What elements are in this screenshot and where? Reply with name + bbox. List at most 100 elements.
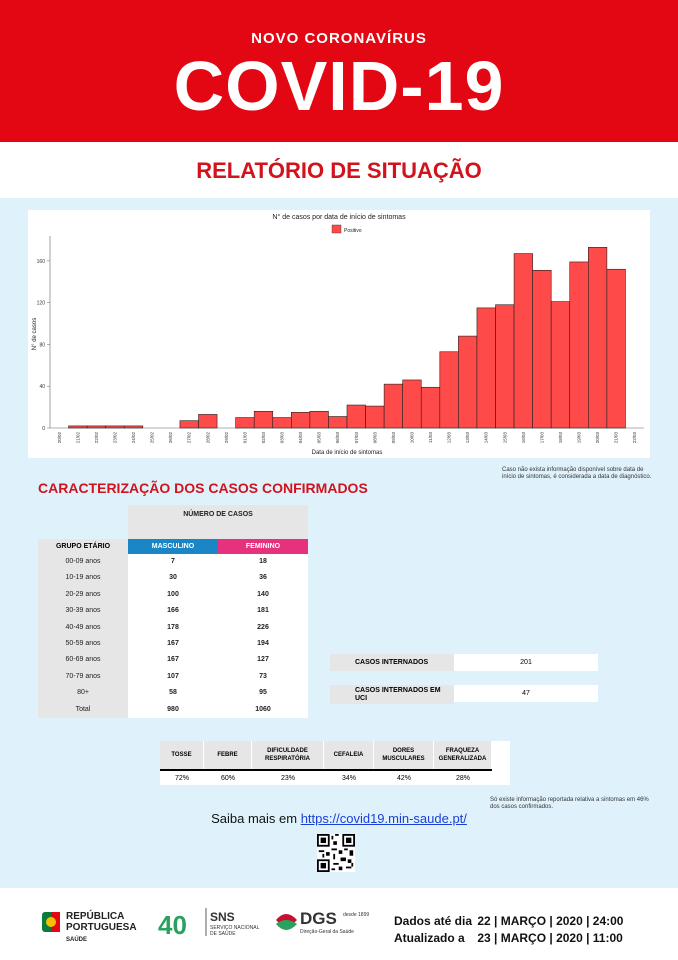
bar — [235, 417, 255, 429]
chart-note: Caso não exista informação disponível so… — [502, 467, 652, 480]
bar — [588, 247, 608, 429]
data-date-label: Dados até dia — [394, 914, 473, 928]
bar — [365, 405, 385, 429]
age-column: 00-09 anos 10-19 anos 20-29 anos 30-39 anos… — [38, 554, 128, 718]
x-tick-label: 12/03 — [447, 432, 452, 444]
female-count-cell: 36 — [259, 574, 267, 582]
bar — [328, 416, 348, 429]
sns-sub-line1: SERVIÇO NACIONAL — [210, 925, 260, 931]
age-group-cell: 40-49 anos — [65, 623, 101, 631]
x-tick-label: 26/02 — [168, 432, 173, 444]
y-tick-label: 0 — [42, 426, 45, 432]
female-count-cell: 194 — [257, 639, 269, 647]
more-info: Saiba mais em https://covid19.min-saude.… — [0, 811, 678, 826]
male-count-cell: 100 — [167, 590, 179, 598]
male-count-cell: 980 — [167, 705, 179, 713]
bar — [346, 404, 366, 429]
bar — [291, 412, 311, 429]
x-tick-label: 17/03 — [539, 432, 544, 444]
bar — [123, 425, 144, 429]
x-tick-label: 21/02 — [75, 432, 80, 444]
x-tick-label: 25/02 — [150, 432, 155, 444]
x-tick-label: 06/03 — [335, 432, 340, 444]
bar — [550, 301, 571, 429]
bar — [198, 414, 218, 429]
legend-label: Positivo — [344, 228, 362, 234]
symptom-header: FRAQUEZA GENERALIZADA — [434, 741, 492, 769]
chart-title: N° de casos por data de início de sintom… — [272, 213, 406, 221]
female-column: 18 36 140 181 226 194 127 73 95 1060 — [218, 554, 308, 718]
cases-chart: N° de casos por data de início de sintom… — [28, 210, 650, 458]
footer-logos: REPÚBLICA PORTUGUESA SAÚDE 40 SNS SERVIÇO… — [42, 908, 369, 943]
y-tick-label: 40 — [39, 384, 45, 390]
male-count-cell: 30 — [169, 574, 177, 582]
report-dates: Dados até dia 22 | MARÇO | 2020 | 24:00 … — [394, 913, 623, 947]
more-info-link[interactable]: https://covid19.min-saude.pt/ — [300, 811, 467, 826]
y-tick-label: 80 — [39, 342, 45, 348]
republica-text: REPÚBLICA PORTUGUESA — [66, 909, 137, 933]
bar — [383, 383, 403, 429]
age-group-cell: 70-79 anos — [65, 672, 101, 680]
x-axis-label: Data de início de sintomas — [312, 450, 383, 456]
updated-date-label: Atualizado a — [394, 931, 465, 945]
section-title: CARACTERIZAÇÃO DOS CASOS CONFIRMADOS — [38, 480, 368, 496]
bar — [476, 307, 496, 429]
x-tick-label: 28/02 — [205, 432, 210, 444]
female-count-cell: 1060 — [255, 705, 271, 713]
symptom-header: DORES MUSCULARES — [374, 741, 434, 769]
male-count-cell: 167 — [167, 639, 179, 647]
male-count-cell: 178 — [167, 623, 179, 631]
age-group-header: GRUPO ETÁRIO — [38, 539, 128, 554]
x-tick-label: 19/03 — [577, 432, 582, 444]
symptom-header: TOSSE — [160, 741, 204, 769]
header-subtitle: NOVO CORONAVÍRUS — [251, 30, 427, 47]
bar — [86, 425, 106, 429]
x-tick-label: 02/03 — [261, 432, 266, 444]
report-title: RELATÓRIO DE SITUAÇÃO — [196, 158, 482, 183]
bar — [272, 417, 292, 429]
data-date-row: Dados até dia 22 | MARÇO | 2020 | 24:00 — [394, 913, 623, 930]
data-date-value: 22 | MARÇO | 2020 | 24:00 — [477, 914, 624, 928]
x-tick-label: 08/03 — [372, 432, 377, 444]
inpatients-value: 201 — [454, 654, 598, 671]
more-info-text: Saiba mais em — [211, 811, 298, 826]
x-tick-label: 22/02 — [94, 432, 99, 444]
x-tick-label: 27/02 — [187, 432, 192, 444]
x-tick-label: 07/03 — [354, 432, 359, 444]
bar — [68, 425, 88, 429]
dgs-since: desde 1899 — [343, 912, 369, 918]
x-tick-label: 16/03 — [521, 432, 526, 444]
x-tick-label: 29/02 — [224, 432, 229, 444]
symptom-header: CEFALEIA — [324, 741, 374, 769]
dgs-sub: Direção-Geral da Saúde — [300, 929, 354, 935]
x-tick-label: 13/03 — [465, 432, 470, 444]
female-count-cell: 18 — [259, 558, 267, 565]
symptoms-note: Só existe informação reportada relativa … — [490, 797, 649, 810]
age-group-cell: 60-69 anos — [65, 656, 101, 664]
header-title: COVID-19 — [173, 47, 505, 125]
male-header: MASCULINO — [128, 539, 218, 554]
x-tick-label: 18/03 — [558, 432, 563, 444]
footer: REPÚBLICA PORTUGUESA SAÚDE 40 SNS SERVIÇO… — [0, 888, 678, 960]
x-tick-label: 05/03 — [317, 432, 322, 444]
bar — [420, 386, 441, 429]
female-count-cell: 140 — [257, 590, 269, 598]
republica-emblem-icon — [42, 912, 60, 932]
age-group-cell: 30-39 anos — [65, 607, 101, 615]
icu-label: CASOS INTERNADOS EM UCI — [330, 685, 454, 704]
bar — [402, 379, 422, 429]
symptom-header: DIFICULDADE RESPIRATÓRIA — [252, 741, 324, 769]
sns-sub-line2: DE SAÚDE — [210, 930, 236, 937]
y-tick-label: 120 — [37, 301, 46, 307]
age-group-cell: 00-09 anos — [65, 558, 101, 565]
male-column: 7 30 100 166 178 167 167 107 58 980 — [128, 554, 218, 718]
header-banner: NOVO CORONAVÍRUS COVID-19 — [0, 0, 678, 142]
legend-swatch — [331, 224, 342, 234]
qr-code[interactable] — [317, 834, 355, 872]
y-axis-label: N° de casos — [32, 318, 38, 350]
bar — [439, 351, 459, 429]
x-tick-label: 09/03 — [391, 432, 396, 444]
age-group-cell: 10-19 anos — [65, 574, 101, 582]
male-count-cell: 7 — [171, 558, 175, 565]
symptom-value: 23% — [252, 769, 324, 785]
